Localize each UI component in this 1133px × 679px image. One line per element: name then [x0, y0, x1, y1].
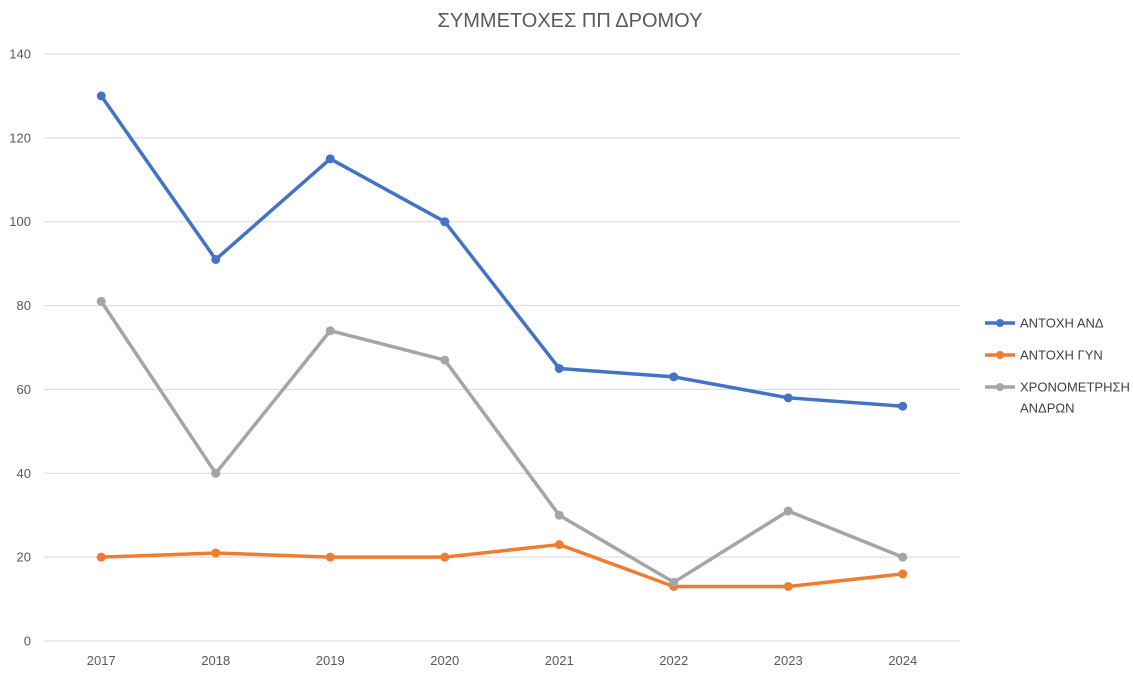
gridlines	[44, 53, 960, 642]
x-tick-label: 2023	[774, 653, 803, 668]
data-point	[554, 540, 564, 550]
data-point	[783, 506, 793, 516]
legend: ΑΝΤΟΧΗ ΑΝΔ ΑΝΤΟΧΗ ΓΥΝ ΧΡΟΝΟΜΕΤΡΗΣΗ ΑΝΔΡΩΝ	[985, 316, 1130, 416]
data-point	[440, 217, 450, 227]
y-tick-label: 140	[9, 47, 31, 62]
data-point	[554, 363, 564, 373]
y-tick-label: 60	[17, 382, 31, 397]
y-axis-ticks: 0 20 40 60 80 100 120 140	[9, 47, 31, 649]
data-point	[669, 577, 679, 587]
data-point	[440, 355, 450, 365]
legend-label-1: ΑΝΤΟΧΗ ΓΥΝ	[1020, 348, 1103, 363]
y-tick-label: 40	[17, 466, 31, 481]
data-point	[325, 552, 335, 562]
series-line-2	[99, 299, 905, 585]
legend-marker-2	[996, 383, 1004, 391]
x-tick-label: 2022	[659, 653, 688, 668]
data-point	[211, 468, 221, 478]
data-point	[669, 372, 679, 382]
x-tick-label: 2020	[430, 653, 459, 668]
x-tick-label: 2021	[545, 653, 574, 668]
y-tick-label: 0	[24, 634, 31, 649]
legend-label-0: ΑΝΤΟΧΗ ΑΝΔ	[1020, 316, 1104, 331]
legend-label-2: ΧΡΟΝΟΜΕΤΡΗΣΗ	[1020, 380, 1130, 395]
chart-title: ΣΥΜΜΕΤΟΧΕΣ ΠΠ ΔΡΟΜΟΥ	[438, 10, 703, 32]
data-point	[898, 401, 908, 411]
series-line-0	[99, 94, 905, 408]
data-point	[96, 91, 106, 101]
data-point	[554, 510, 564, 520]
x-tick-label: 2019	[316, 653, 345, 668]
data-point	[898, 552, 908, 562]
data-point	[325, 326, 335, 336]
y-tick-label: 100	[9, 214, 31, 229]
y-tick-label: 20	[17, 550, 31, 565]
data-point	[783, 581, 793, 591]
series-line-1	[99, 542, 905, 589]
series-lines	[96, 91, 908, 591]
y-tick-label: 80	[17, 298, 31, 313]
data-point	[440, 552, 450, 562]
data-point	[96, 552, 106, 562]
x-tick-label: 2024	[888, 653, 917, 668]
y-tick-label: 120	[9, 130, 31, 145]
data-point	[898, 569, 908, 579]
x-tick-label: 2018	[201, 653, 230, 668]
data-point	[211, 548, 221, 558]
legend-marker-0	[996, 319, 1004, 327]
data-point	[211, 254, 221, 264]
x-axis-ticks: 2017 2018 2019 2020 2021 2022 2023 2024	[87, 653, 917, 668]
data-point	[325, 154, 335, 164]
data-point	[96, 296, 106, 306]
legend-label-2: ΑΝΔΡΩΝ	[1020, 401, 1075, 416]
x-tick-label: 2017	[87, 653, 116, 668]
legend-marker-1	[996, 351, 1004, 359]
data-point	[783, 393, 793, 403]
